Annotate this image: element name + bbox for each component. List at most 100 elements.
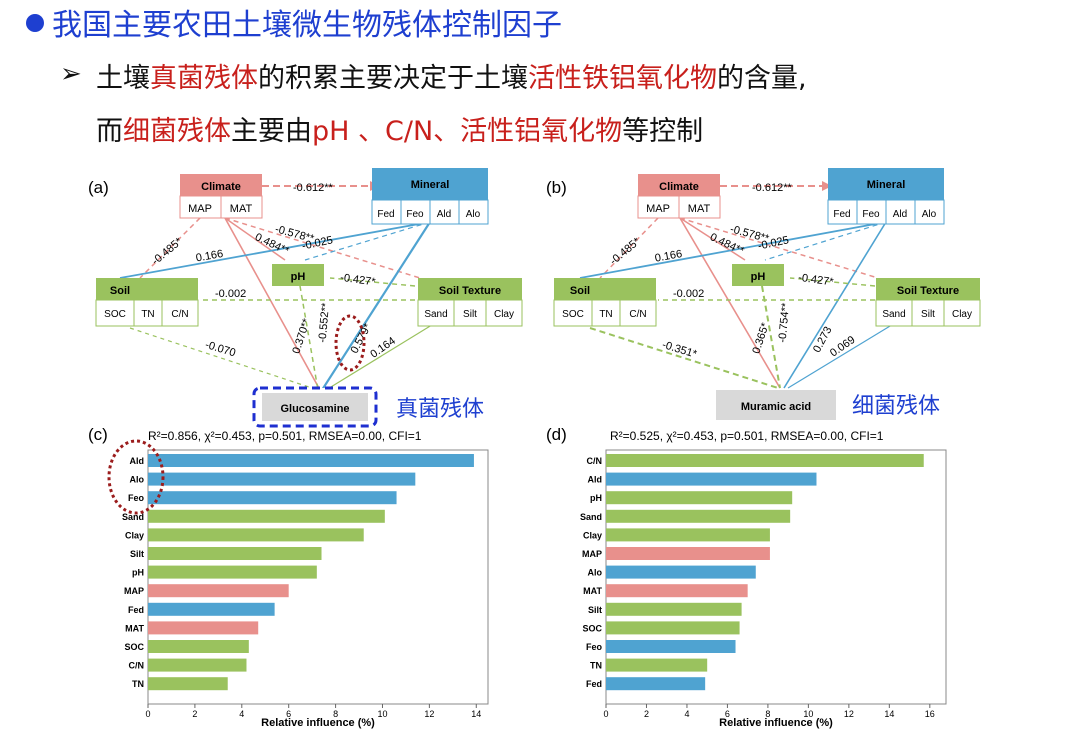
category-label: Clay	[583, 530, 602, 540]
path-label: -0.612**	[293, 182, 333, 194]
node-sub: SOC	[562, 309, 584, 320]
bar-feo	[148, 491, 397, 505]
category-label: Sand	[122, 512, 144, 522]
node-title: Soil Texture	[897, 285, 959, 297]
path-mineral-ph	[764, 221, 887, 261]
highlight-circle-a	[334, 314, 366, 372]
text-part: 主要由	[231, 116, 312, 147]
tick-label: 8	[333, 709, 338, 719]
panel-label-b: (b)	[546, 178, 567, 197]
tick-label: 6	[725, 709, 730, 719]
category-label: Fed	[128, 605, 144, 615]
node-title: Climate	[659, 181, 699, 193]
chart-stats: R²=0.856, χ²=0.453, p=0.501, RMSEA=0.00,…	[148, 429, 422, 443]
tick-label: 16	[925, 709, 935, 719]
bar-sand	[606, 509, 791, 523]
tick-label: 12	[844, 709, 854, 719]
path-label: 0.166	[654, 248, 683, 265]
node-sub: TN	[599, 309, 612, 320]
category-label: Clay	[125, 530, 144, 540]
bars: Ald Alo Feo Sand Clay Silt pH MAP Fed MAT SOC C/N TN	[122, 454, 474, 691]
node-sub: Feo	[406, 209, 424, 220]
path-label: -0.427*	[339, 272, 377, 289]
category-label: TN	[590, 661, 602, 671]
node-sub: Silt	[463, 309, 477, 320]
path-label: -0.427*	[797, 272, 835, 289]
path-climate-ph	[224, 217, 286, 261]
bar-soc	[148, 640, 249, 653]
annotation-bacterial: 细菌残体	[852, 394, 940, 419]
path-label: -0.552**	[317, 302, 332, 343]
node-texture-b: Soil Texture Sand Silt Clay	[875, 278, 981, 327]
bar-sand	[148, 509, 385, 523]
node-ph-b: pH	[732, 264, 784, 286]
bar-chart-c: (c) R²=0.856, χ²=0.453, p=0.501, RMSEA=0…	[88, 425, 489, 729]
node-sub: Ald	[893, 209, 907, 220]
path-label: -0.002	[673, 288, 704, 300]
node-sub: MAT	[230, 203, 253, 215]
category-label: Sand	[580, 512, 602, 522]
path-label: 0.164	[368, 335, 397, 361]
node-sub: C/N	[171, 309, 188, 320]
category-label: MAP	[582, 549, 602, 559]
tick-label: 14	[471, 709, 481, 719]
path-climate-target	[679, 217, 781, 389]
bar-fed	[606, 677, 706, 691]
path-climate-ph	[679, 217, 746, 261]
node-target-a: Glucosamine	[252, 386, 378, 428]
bar-alo	[148, 472, 416, 486]
path-soil-target	[129, 327, 319, 391]
path-climate-soil	[599, 217, 659, 279]
node-sub: Sand	[424, 309, 447, 320]
node-sub: Silt	[921, 309, 935, 320]
path-lines-a	[119, 181, 441, 391]
panel-label-d: (d)	[546, 425, 567, 444]
node-sub: Alo	[466, 209, 481, 220]
bar-ald	[148, 454, 474, 467]
bar-silt	[148, 547, 322, 560]
node-mineral-b: Mineral Fed Feo Ald Alo	[827, 168, 945, 225]
bar-ald	[606, 472, 817, 486]
bar-silt	[606, 602, 742, 616]
bar-soc	[606, 621, 740, 635]
bar-ph	[148, 565, 317, 579]
node-sub: Fed	[377, 209, 394, 220]
arrowhead	[822, 181, 832, 191]
node-sub: Clay	[494, 309, 514, 320]
path-label: 0.166	[195, 248, 224, 265]
category-label: Alo	[130, 475, 145, 485]
path-texture-target	[325, 319, 441, 391]
node-sub: MAP	[188, 203, 212, 215]
node-sub: Sand	[882, 309, 905, 320]
node-sub: MAT	[688, 203, 711, 215]
node-title: Climate	[201, 181, 241, 193]
path-label: -0.485*	[608, 235, 643, 267]
bar-feo	[606, 640, 736, 653]
tick-label: 2	[192, 709, 197, 719]
highlight-controls: pH 、C/N、活性铝氧化物	[312, 116, 623, 147]
category-label: MAT	[125, 623, 144, 633]
category-label: TN	[132, 679, 144, 689]
summary-line-2: 而细菌残体主要由pH 、C/N、活性铝氧化物等控制	[96, 109, 703, 148]
path-label: -0.002	[215, 288, 246, 300]
sem-diagram-b: (b) -0.612** -0.485* -0.578** 0.484** -0…	[546, 168, 981, 420]
text-part: 而	[96, 116, 123, 147]
panel-label-c: (c)	[88, 425, 108, 444]
bar-tn	[148, 677, 228, 691]
category-label: Alo	[588, 568, 603, 578]
node-sub: Ald	[437, 209, 451, 220]
tick-label: 8	[765, 709, 770, 719]
path-ph-target	[761, 285, 781, 389]
tick-label: 10	[377, 709, 387, 719]
panel-label-a: (a)	[88, 178, 109, 197]
bar-cn	[148, 658, 247, 672]
tick-label: 12	[424, 709, 434, 719]
node-sub: Alo	[922, 209, 937, 220]
path-mineral-target	[783, 221, 887, 389]
path-texture-target	[787, 319, 901, 389]
text-part: 等控制	[622, 116, 704, 147]
text-part: 的积累主要决定于土壤	[258, 63, 528, 94]
sem-diagram-a: (a) -0.612** -0.485* -0.578** 0.484** -0…	[88, 168, 523, 428]
path-label: 0.370**	[290, 317, 313, 356]
path-mineral-target	[321, 221, 431, 391]
